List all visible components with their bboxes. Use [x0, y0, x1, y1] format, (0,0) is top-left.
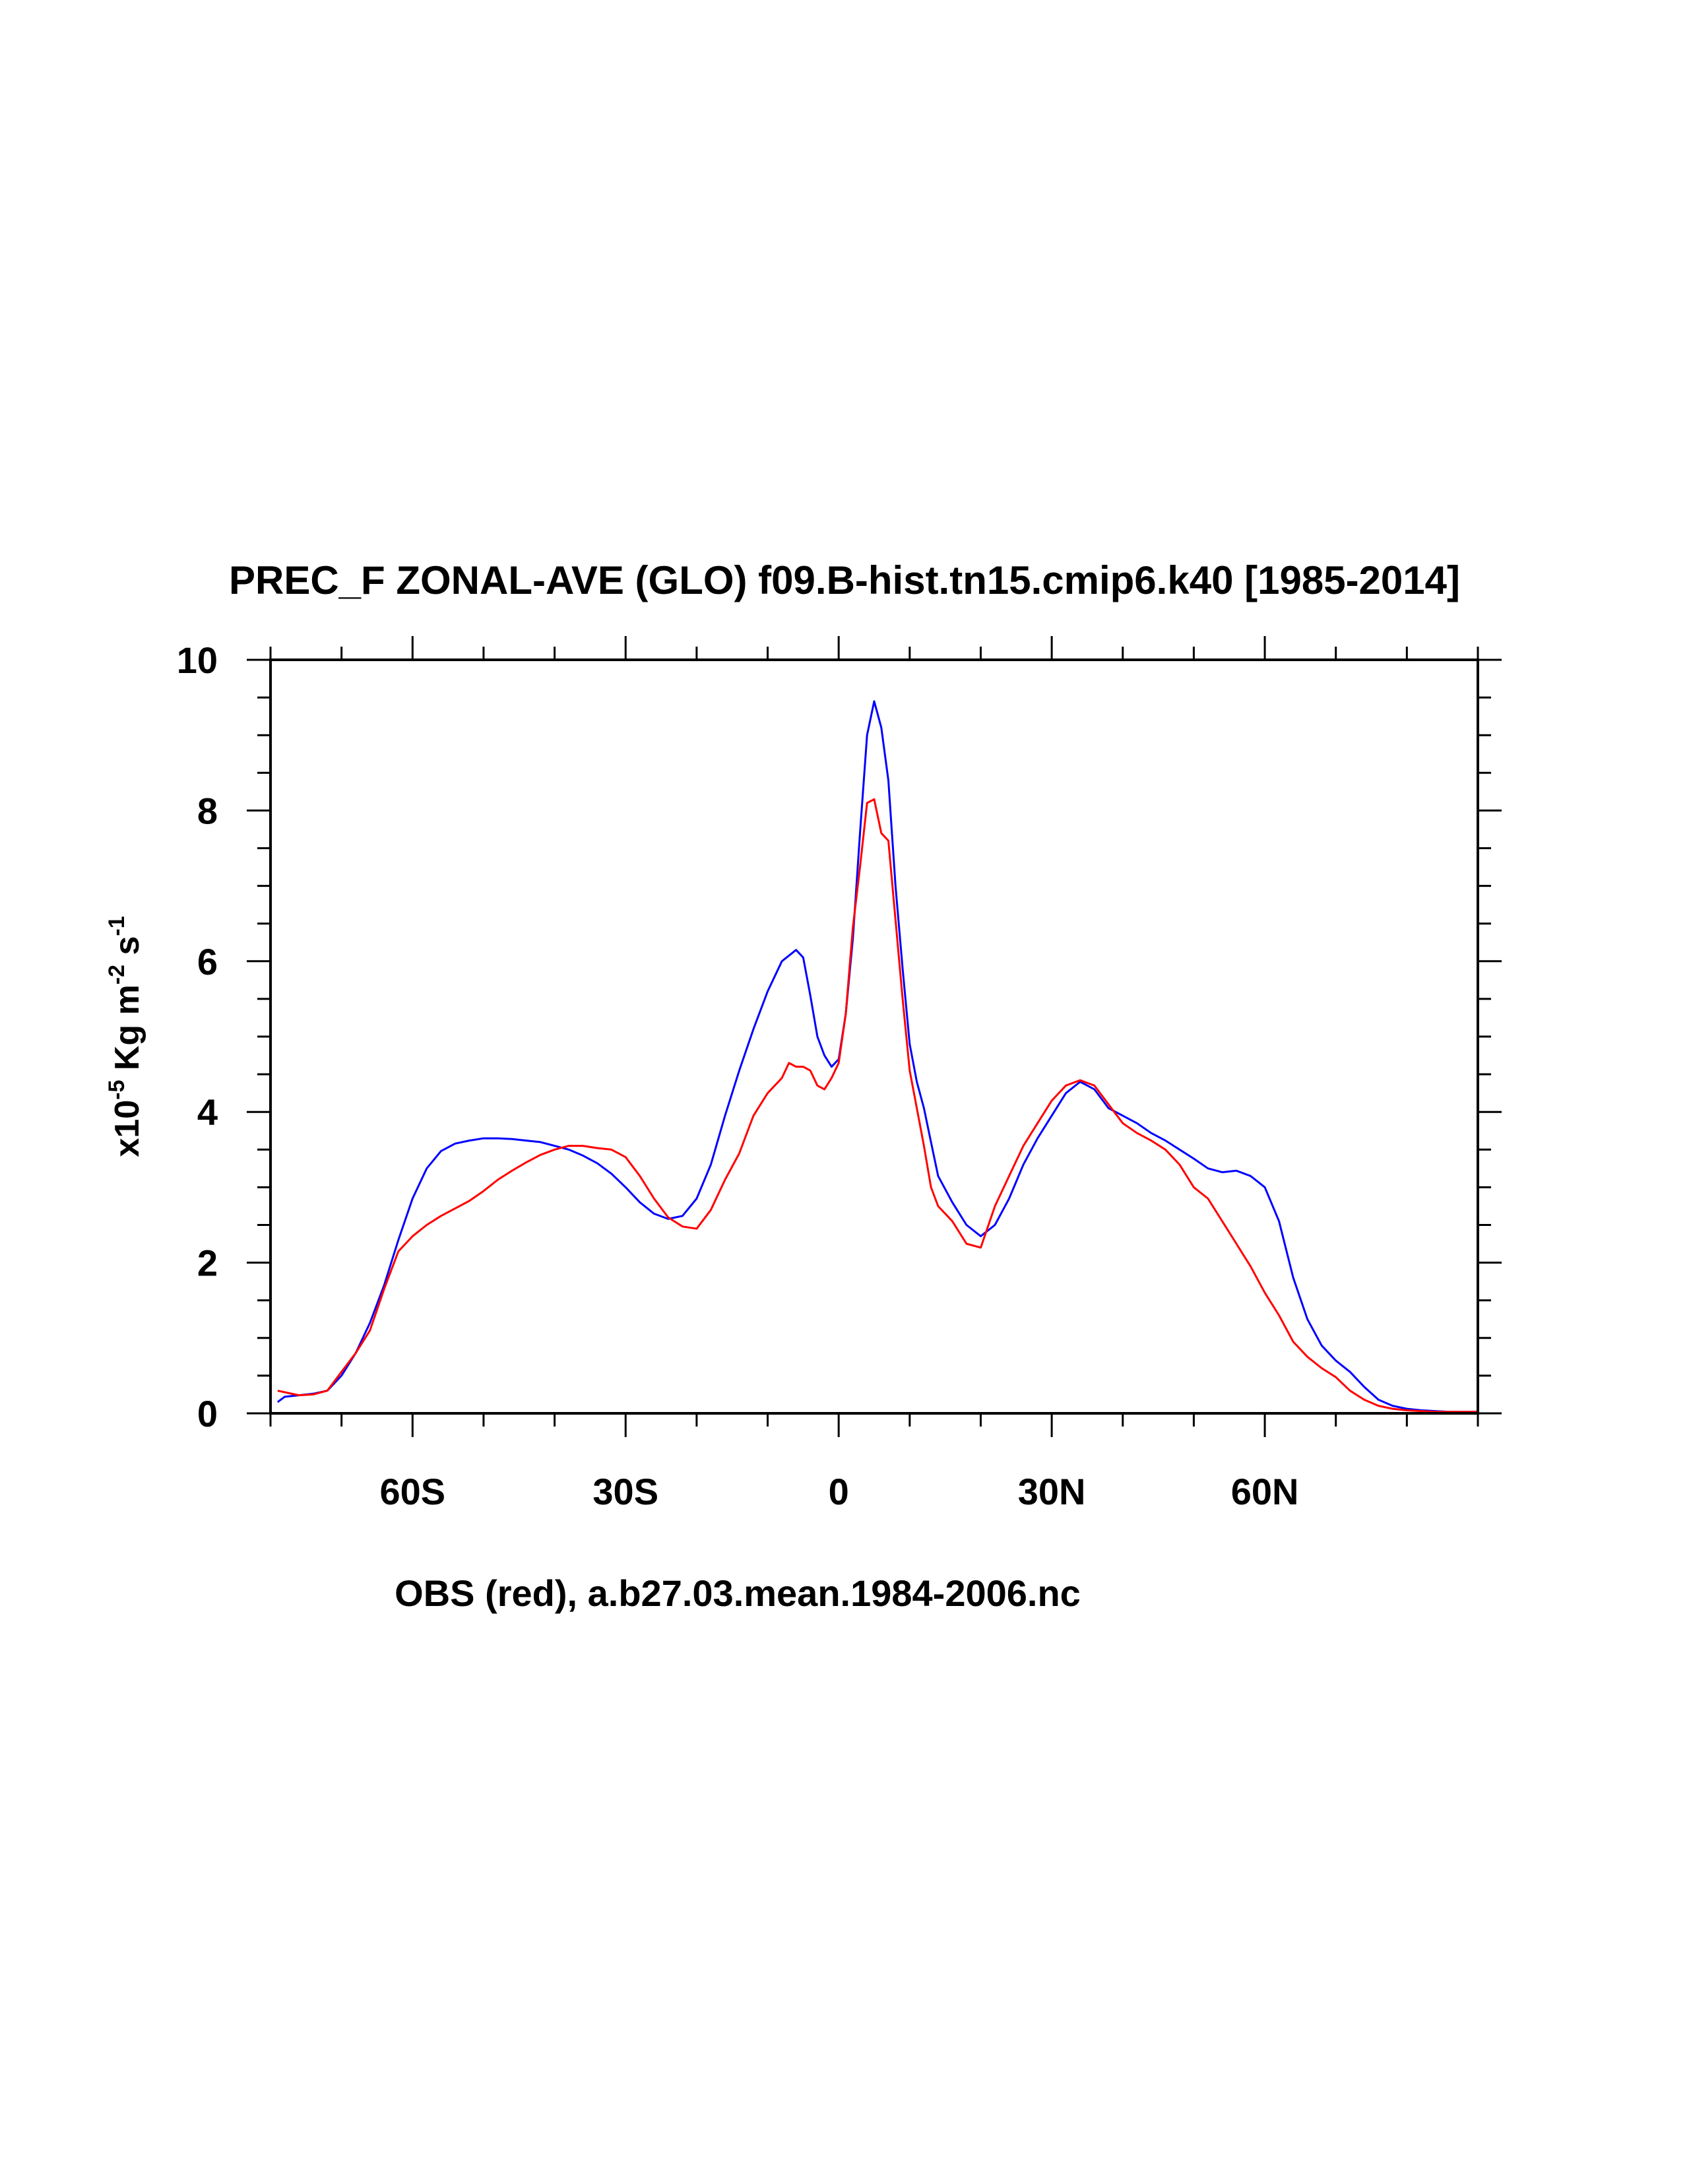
y-tick-labels: 0 2 4 6 8 10: [177, 639, 218, 1434]
x-axis-label: OBS (red), a.b27.03.mean.1984-2006.nc: [395, 1572, 1081, 1614]
x-tick-label: 30S: [592, 1471, 658, 1512]
plot-area: 60S 30S 0 30N 60N 0 2 4 6 8 10: [177, 636, 1502, 1512]
plot-frame: [269, 658, 1479, 1415]
chart-title: PREC_F ZONAL-AVE (GLO) f09.B-hist.tn15.c…: [229, 558, 1460, 602]
series-line-2: [277, 798, 1478, 1413]
tick-layer: [247, 636, 1502, 1437]
x-tick-label: 30N: [1018, 1471, 1086, 1512]
series-layer: [276, 700, 1478, 1413]
x-tick-label: 60S: [379, 1471, 445, 1512]
y-tick-label: 0: [197, 1393, 218, 1434]
series-line-1: [276, 700, 1478, 1413]
x-tick-label: 0: [829, 1471, 849, 1512]
y-tick-label: 10: [177, 639, 218, 681]
x-tick-label: 60N: [1231, 1471, 1299, 1512]
y-tick-label: 4: [197, 1091, 218, 1133]
y-tick-label: 2: [197, 1242, 218, 1284]
y-axis-label: x10-5 Kg m-2 s-1: [104, 916, 146, 1157]
y-tick-label: 8: [197, 790, 218, 831]
x-tick-labels: 60S 30S 0 30N 60N: [379, 1471, 1298, 1512]
y-tick-label: 6: [197, 941, 218, 982]
